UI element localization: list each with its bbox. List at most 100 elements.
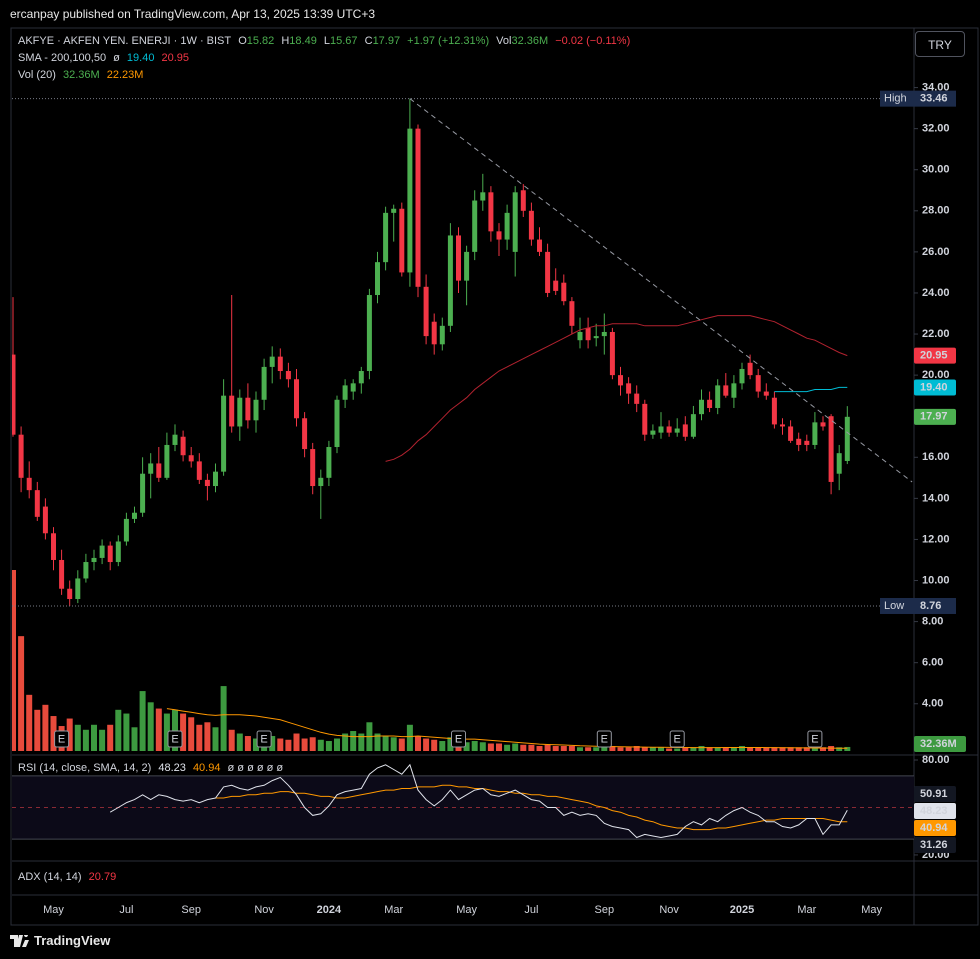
candle-body	[545, 251, 551, 293]
x-tick-label: Sep	[595, 904, 615, 916]
volume-bar	[487, 743, 494, 751]
candle-body	[107, 545, 113, 563]
low-tag-label: Low	[884, 600, 904, 612]
volume-bar	[811, 747, 818, 751]
candle-body	[585, 327, 591, 341]
candle-body	[59, 559, 65, 589]
volume-bar	[682, 747, 689, 751]
volume-bar	[649, 747, 656, 751]
candle-body	[204, 479, 210, 487]
volume-bar	[471, 741, 478, 751]
candle-body	[318, 477, 324, 487]
event-box	[807, 730, 823, 748]
candle-body	[115, 541, 121, 563]
volume-bar	[155, 708, 162, 751]
candle-body	[18, 434, 24, 478]
candle-body	[245, 397, 251, 421]
volume-bar	[593, 747, 600, 751]
volume-bar	[836, 747, 843, 751]
candle-body	[650, 430, 656, 435]
candle-body	[796, 438, 802, 445]
candle-body	[674, 428, 680, 433]
event-label: E	[260, 733, 267, 745]
volume-bar	[244, 736, 251, 751]
candle-body	[480, 192, 486, 201]
volume-bar	[34, 709, 41, 751]
candle-body	[12, 354, 16, 435]
volume-bar	[803, 747, 810, 751]
volume-bar	[99, 729, 106, 751]
volume-bar	[423, 738, 430, 751]
x-tick-label: Nov	[659, 904, 679, 916]
volume-bar	[463, 742, 470, 751]
volume-bar	[552, 746, 559, 751]
candle-body	[261, 366, 267, 400]
candle-body	[156, 463, 162, 478]
candle-body	[488, 192, 494, 232]
candle-body	[537, 239, 542, 252]
candle-body	[221, 395, 227, 472]
candle-body	[180, 436, 186, 456]
volume-bar	[568, 746, 575, 751]
candle-body	[804, 440, 810, 445]
candle-body	[642, 403, 648, 435]
sma-tag: 19.40	[920, 381, 948, 393]
x-tick-label: Jul	[119, 904, 133, 916]
volume-bar	[609, 746, 616, 751]
rsi-value: 48.23	[158, 762, 186, 774]
volume-bar	[520, 744, 527, 751]
legend-vol-value: 32.36M	[511, 35, 549, 47]
volume-bar	[585, 747, 592, 751]
candle-body	[666, 426, 672, 433]
volume-bar	[285, 739, 292, 751]
candle-body	[423, 286, 429, 337]
volume-bar	[633, 746, 640, 751]
volume-bar	[641, 747, 648, 751]
y-tick-label: 34.00	[922, 81, 950, 93]
legend-close: 17.97	[372, 35, 401, 47]
volume-bar	[787, 747, 794, 751]
legend-low: 15.67	[330, 35, 358, 47]
volume-bar	[18, 636, 25, 751]
volume-bar	[771, 747, 778, 751]
y-tick-label: 10.00	[922, 574, 950, 586]
candle-body	[447, 235, 453, 326]
volume-bar	[601, 746, 608, 751]
volume-bar	[512, 743, 519, 751]
candle-body	[553, 280, 559, 291]
volume-bar	[431, 739, 438, 751]
sma-value: 19.40	[126, 52, 155, 64]
candle-body	[164, 444, 170, 478]
rsi-tag-bg	[914, 820, 956, 836]
volume-bar	[334, 738, 340, 751]
volume-bar	[196, 724, 203, 751]
volume-bar	[212, 727, 219, 751]
candle-body	[512, 192, 518, 252]
volume-bar	[139, 691, 146, 751]
candle-body	[140, 473, 146, 513]
volume-bar	[658, 747, 664, 751]
volume-bar	[82, 729, 89, 751]
candle-body	[504, 212, 510, 240]
candle-body	[196, 461, 202, 480]
candle-body	[812, 422, 818, 445]
frame	[10, 27, 979, 926]
event-label: E	[455, 733, 462, 745]
volume-bar	[536, 746, 543, 751]
y-tick-label: 14.00	[922, 492, 950, 504]
y-tick-label: 6.00	[922, 657, 943, 669]
currency-button[interactable]: TRY	[915, 31, 965, 57]
last-price-tag-bg	[914, 408, 956, 425]
volume-bar	[91, 724, 97, 751]
legend-main: AKFYE · AKFEN YEN. ENERJI · 1W · BIST O1…	[18, 35, 634, 47]
y-tick-label: 20.00	[922, 369, 950, 381]
candle-body	[496, 231, 502, 240]
candle-body	[358, 371, 364, 384]
volume-bar	[406, 724, 413, 751]
volume-bar	[293, 733, 300, 751]
volume-bar	[398, 738, 405, 751]
rsi-tag: 48.23	[920, 805, 948, 817]
rsi-name: RSI (14, close, SMA, 14, 2)	[18, 762, 152, 774]
x-tick-label: 2025	[730, 904, 754, 916]
